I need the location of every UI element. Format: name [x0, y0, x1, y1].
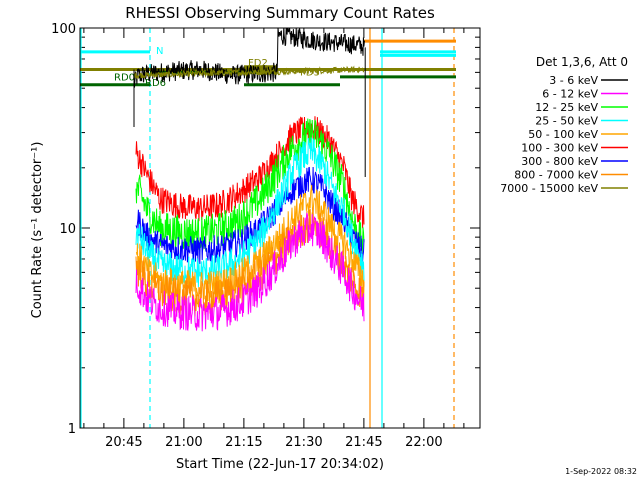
flag-label-rd0: RD0	[114, 72, 135, 83]
flag-label-rd6: RD6	[145, 78, 166, 89]
plot-area: 1 10 100 20:45 21:00 21:15 21:30 21:45 22:00 N FD2…	[51, 22, 480, 450]
x-tick-label: 20:45	[105, 435, 142, 450]
legend-label-800-7000-kev: 800 - 7000 keV	[514, 169, 598, 182]
x-tick-label: 21:00	[165, 435, 202, 450]
chart-title: RHESSI Observing Summary Count Rates	[125, 4, 435, 22]
series-800-7000-kev	[135, 207, 365, 317]
y-axis-label: Count Rate (s⁻¹ detector⁻¹)	[30, 142, 45, 319]
y-tick-label: 10	[59, 222, 76, 237]
x-tick-label: 21:30	[285, 435, 322, 450]
plot-frame	[79, 27, 481, 429]
x-axis-label: Start Time (22-Jun-17 20:34:02)	[176, 457, 384, 472]
series-7000-15000-kev	[133, 65, 366, 80]
legend-label-25-50-kev: 25 - 50 keV	[535, 115, 598, 128]
series-100-300-kev	[135, 116, 365, 229]
series-12-25-kev	[135, 118, 365, 255]
y-tick-label: 1	[68, 422, 76, 437]
legend-label-6-12-kev: 6 - 12 keV	[542, 88, 598, 101]
x-tick-label: 21:45	[345, 435, 382, 450]
y-tick-label: 100	[51, 22, 76, 37]
legend-label-3-6-kev: 3 - 6 keV	[549, 74, 598, 87]
legend-label-50-100-kev: 50 - 100 keV	[528, 128, 598, 141]
x-tick-label: 22:00	[405, 435, 442, 450]
series-6-12-kev	[135, 212, 365, 332]
legend-label-300-800-kev: 300 - 800 keV	[521, 155, 598, 168]
legend-label-7000-15000-kev: 7000 - 15000 keV	[500, 182, 598, 195]
flag-label-fd3: FD3	[300, 68, 320, 79]
x-tick-label: 21:15	[225, 435, 262, 450]
legend-header: Det 1,3,6, Att 0	[536, 55, 628, 69]
plot-timestamp: 1-Sep-2022 08:32	[565, 467, 637, 476]
legend-label-100-300-kev: 100 - 300 keV	[521, 142, 598, 155]
legend-label-12-25-kev: 12 - 25 keV	[535, 101, 598, 114]
flag-label-fd2: FD2	[248, 58, 268, 69]
flag-label-n: N	[156, 46, 163, 57]
